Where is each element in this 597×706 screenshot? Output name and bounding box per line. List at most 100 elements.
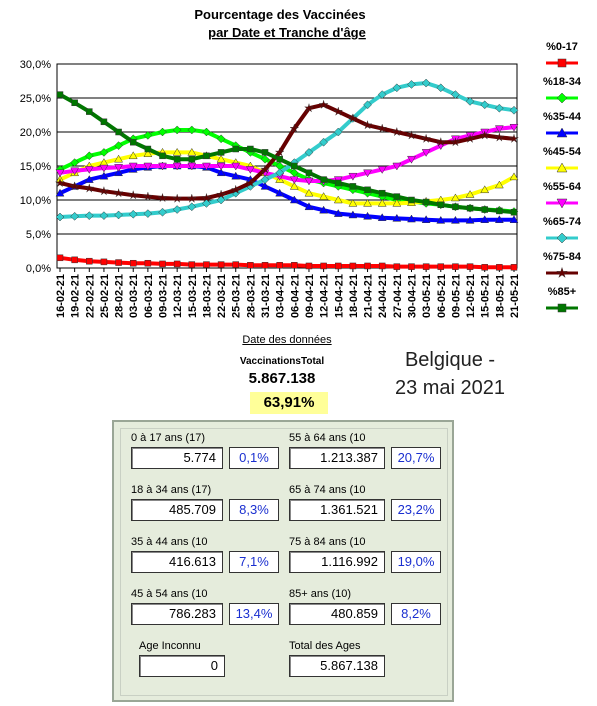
- age-unknown-label: Age Inconnu: [139, 640, 201, 652]
- data-point: [230, 185, 241, 195]
- data-point: [187, 147, 197, 156]
- x-tick-label: 12-04-21: [319, 274, 331, 318]
- age-group-count-field[interactable]: 1.116.992: [289, 551, 385, 573]
- data-point: [203, 152, 210, 160]
- age-group-percent-field[interactable]: 7,1%: [229, 551, 279, 573]
- data-point: [363, 100, 372, 110]
- x-tick-label: 28-03-21: [245, 274, 257, 318]
- x-tick-label: 22-03-21: [216, 274, 228, 318]
- data-point: [362, 120, 373, 130]
- legend-label: %45-54: [543, 146, 582, 158]
- data-point: [260, 164, 271, 174]
- data-point: [158, 127, 167, 137]
- x-tick-label: 22-02-21: [84, 274, 96, 318]
- data-point: [363, 169, 372, 178]
- data-point: [450, 215, 460, 224]
- data-point: [172, 147, 182, 156]
- data-point: [186, 193, 197, 203]
- x-tick-label: 21-04-21: [363, 274, 375, 318]
- age-group-percent-field[interactable]: 13,4%: [229, 603, 279, 625]
- age-total-label: Total des Ages: [289, 640, 361, 652]
- data-point: [494, 125, 504, 134]
- data-point: [304, 188, 314, 197]
- data-point: [261, 262, 269, 269]
- data-point: [363, 198, 372, 207]
- age-total-count-field[interactable]: 5.867.138: [289, 655, 385, 677]
- y-axis-ticks: 0,0% 5,0% 10,0% 15,0% 20,0% 25,0% 30,0%: [20, 59, 51, 275]
- age-group-percent-field[interactable]: 23,2%: [391, 499, 441, 521]
- x-tick-label: 09-03-21: [158, 274, 170, 318]
- data-point: [172, 205, 182, 214]
- age-group-count-field[interactable]: 1.361.521: [289, 499, 385, 521]
- x-tick-label: 27-04-21: [392, 274, 404, 318]
- age-group-label: 0 à 17 ans (17): [131, 432, 205, 444]
- data-point: [261, 149, 269, 156]
- data-point: [392, 83, 402, 93]
- data-point: [407, 155, 416, 164]
- x-tick-label: 09-05-21: [450, 274, 462, 318]
- data-point: [305, 262, 313, 270]
- age-group-count-field[interactable]: 416.613: [131, 551, 223, 573]
- legend-label: %35-44: [543, 111, 582, 123]
- age-group-panel-inner: 0 à 17 ans (17) 5.774 0,1% 18 à 34 ans (…: [120, 428, 448, 696]
- age-unknown-count-field[interactable]: 0: [139, 655, 225, 677]
- data-point: [494, 132, 505, 142]
- data-point: [172, 194, 183, 203]
- x-tick-label: 09-04-21: [304, 274, 316, 318]
- x-tick-label: 18-03-21: [201, 274, 213, 318]
- data-point: [71, 256, 78, 264]
- data-point: [378, 189, 386, 197]
- age-group-count-field[interactable]: 480.859: [289, 603, 385, 625]
- data-point: [556, 198, 568, 209]
- age-group-label: 35 à 44 ans (10: [131, 536, 208, 548]
- data-point: [422, 263, 430, 270]
- data-point: [437, 263, 445, 270]
- data-point: [304, 202, 314, 211]
- age-group-count-field[interactable]: 786.283: [131, 603, 223, 625]
- data-point: [144, 145, 152, 153]
- age-group-panel: 0 à 17 ans (17) 5.774 0,1% 18 à 34 ans (…: [112, 420, 454, 702]
- age-group-count-field[interactable]: 5.774: [131, 447, 223, 469]
- x-tick-label: 24-04-21: [377, 274, 389, 318]
- age-total: Total des Ages 5.867.138: [289, 639, 385, 677]
- age-group-85-plus: 85+ ans (10) 480.859 8,2%: [289, 587, 441, 625]
- age-group-75-84: 75 à 84 ans (10 1.116.992 19,0%: [289, 535, 441, 573]
- data-point: [232, 145, 239, 153]
- legend-label: %18-34: [543, 76, 582, 88]
- age-group-percent-field[interactable]: 8,3%: [229, 499, 279, 521]
- vaccinations-total-value: 5.867.138: [248, 370, 316, 387]
- age-group-percent-field[interactable]: 19,0%: [391, 551, 441, 573]
- age-group-label: 65 à 74 ans (10: [289, 484, 366, 496]
- chart-title: Pourcentage des Vaccinées: [194, 7, 365, 22]
- data-point: [377, 90, 387, 99]
- data-point: [143, 209, 153, 218]
- x-tick-label: 06-05-21: [436, 274, 448, 318]
- data-point: [348, 210, 358, 219]
- data-point: [70, 211, 79, 221]
- series-75-84: [54, 99, 520, 203]
- data-point: [114, 164, 124, 172]
- x-tick-label: 15-03-21: [187, 274, 199, 318]
- data-point: [436, 83, 446, 93]
- data-point: [421, 78, 431, 88]
- data-point: [142, 191, 153, 201]
- data-point: [406, 130, 417, 140]
- data-point: [128, 189, 139, 200]
- data-point: [320, 176, 327, 183]
- data-point: [202, 162, 211, 171]
- data-point: [187, 162, 197, 171]
- legend-label: %0-17: [546, 41, 578, 53]
- data-point: [216, 162, 226, 171]
- age-group-percent-field[interactable]: 8,2%: [391, 603, 441, 625]
- age-group-percent-field[interactable]: 20,7%: [391, 447, 441, 469]
- data-point: [408, 196, 415, 204]
- age-group-count-field[interactable]: 485.709: [131, 499, 223, 521]
- data-point: [481, 206, 488, 213]
- age-group-percent-field[interactable]: 0,1%: [229, 447, 279, 469]
- data-point: [556, 127, 568, 138]
- data-point: [143, 131, 153, 140]
- data-point: [348, 198, 358, 207]
- data-point: [377, 198, 387, 207]
- age-group-count-field[interactable]: 1.213.387: [289, 447, 385, 469]
- data-point: [86, 257, 93, 265]
